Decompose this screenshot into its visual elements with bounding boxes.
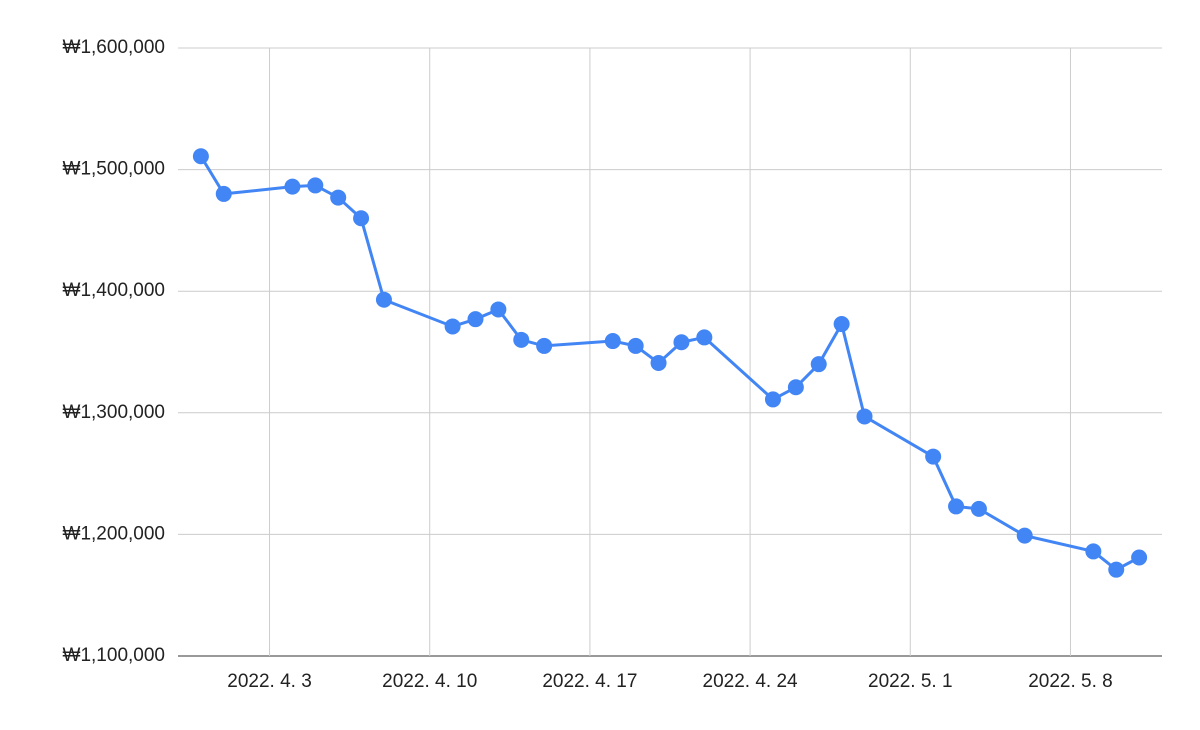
point: [925, 448, 942, 465]
line: [199, 155, 1140, 572]
point: [513, 331, 530, 348]
point: [353, 210, 370, 227]
y-tick-label: ₩1,100,000: [63, 645, 165, 666]
point: [284, 178, 301, 195]
point: [1085, 543, 1102, 560]
point: [627, 337, 644, 354]
point: [1016, 527, 1033, 544]
point: [307, 177, 324, 194]
point: [467, 311, 484, 328]
point: [696, 329, 713, 346]
x-tick-label: 2022. 5. 1: [868, 671, 953, 692]
point: [970, 500, 987, 517]
point: [810, 356, 827, 373]
point: [948, 498, 965, 515]
point: [1131, 549, 1148, 566]
point: [673, 334, 690, 351]
y-tick-label: ₩1,600,000: [63, 37, 165, 58]
x-tick-label: 2022. 4. 24: [703, 671, 799, 692]
point: [833, 316, 850, 333]
point: [444, 318, 461, 335]
point: [490, 301, 507, 318]
x-tick-label: 2022. 4. 10: [382, 671, 477, 692]
point: [192, 148, 209, 165]
x-tick-label: 2022. 4. 3: [227, 671, 312, 692]
y-tick-label: ₩1,400,000: [63, 280, 165, 301]
point: [1108, 561, 1125, 578]
point: [536, 337, 553, 354]
point: [787, 379, 804, 396]
point: [604, 333, 621, 350]
x-tick-label: 2022. 4. 17: [542, 671, 637, 692]
point: [375, 291, 392, 308]
y-tick-label: ₩1,500,000: [63, 159, 165, 180]
point: [330, 189, 347, 206]
y-tick-label: ₩1,200,000: [63, 523, 165, 544]
point: [215, 185, 232, 202]
point: [764, 391, 781, 408]
point: [650, 354, 667, 371]
x-tick-label: 2022. 5. 8: [1028, 671, 1113, 692]
y-tick-label: ₩1,300,000: [63, 402, 165, 423]
point: [856, 408, 873, 425]
